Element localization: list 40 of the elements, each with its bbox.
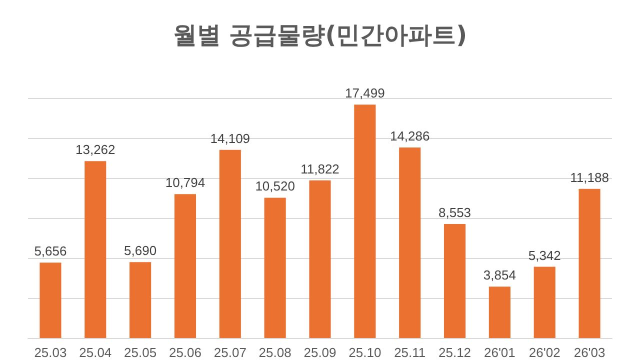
x-tick-label: 25.05 xyxy=(124,345,157,360)
x-tick-label: 25.09 xyxy=(304,345,336,360)
bar xyxy=(40,262,62,338)
data-label: 5,656 xyxy=(34,244,67,259)
x-tick-label: 25.06 xyxy=(168,345,202,360)
data-label: 8,553 xyxy=(438,204,472,220)
bar xyxy=(219,150,241,338)
x-tick-label: 25.03 xyxy=(34,345,67,360)
data-label: 14,109 xyxy=(210,130,250,146)
bar xyxy=(488,286,510,338)
bar xyxy=(174,194,196,338)
x-tick-label: 26'03 xyxy=(574,345,606,360)
data-label: 11,188 xyxy=(570,170,609,185)
bar xyxy=(354,104,376,338)
bar xyxy=(130,262,152,338)
bar xyxy=(444,224,466,338)
data-label: 13,262 xyxy=(76,142,116,158)
data-label: 3,854 xyxy=(483,268,516,283)
x-tick-label: 25.07 xyxy=(214,345,246,360)
bar xyxy=(399,148,421,338)
data-label: 5,342 xyxy=(528,248,561,263)
data-label: 10,520 xyxy=(255,178,295,194)
x-tick-label: 25.08 xyxy=(258,345,292,360)
bar xyxy=(264,198,286,338)
data-label: 5,690 xyxy=(124,243,157,258)
x-tick-label: 25.10 xyxy=(348,345,382,360)
data-label: 14,286 xyxy=(390,128,430,144)
bar xyxy=(578,188,600,338)
data-label: 17,499 xyxy=(345,86,385,101)
x-tick-label: 25.12 xyxy=(438,345,472,360)
bar xyxy=(534,266,556,338)
bar xyxy=(84,161,106,338)
x-tick-label: 25.11 xyxy=(394,345,426,360)
x-tick-label: 26'01 xyxy=(484,345,516,360)
bar xyxy=(309,180,331,338)
data-label: 10,794 xyxy=(165,175,206,190)
x-tick-label: 26'02 xyxy=(528,345,560,360)
data-label: 11,822 xyxy=(300,161,340,176)
x-tick-label: 25.04 xyxy=(79,345,112,360)
chart-title: 월별 공급물량(민간아파트) xyxy=(172,21,468,49)
